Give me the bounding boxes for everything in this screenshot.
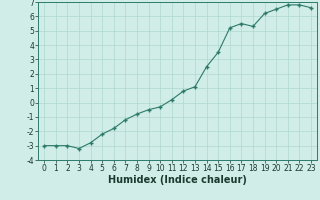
X-axis label: Humidex (Indice chaleur): Humidex (Indice chaleur) [108, 175, 247, 185]
